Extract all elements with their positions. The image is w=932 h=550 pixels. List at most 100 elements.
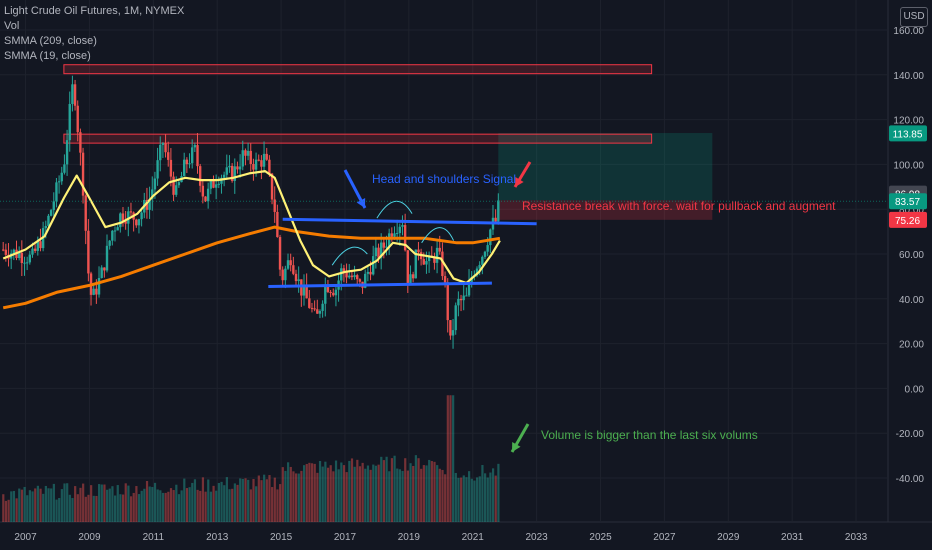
- volume-bar: [374, 465, 378, 522]
- volume-bar: [441, 469, 444, 522]
- candle-body: [438, 247, 441, 252]
- candle-body: [20, 252, 24, 263]
- volume-bar: [201, 477, 205, 522]
- candle-body: [425, 261, 428, 265]
- candle-body: [81, 152, 85, 196]
- candle-body: [246, 150, 250, 156]
- volume-bar: [60, 489, 63, 522]
- candle-body: [385, 246, 388, 248]
- volume-bar: [145, 480, 149, 522]
- smma-19-line: [2, 170, 501, 285]
- volume-bar: [209, 491, 213, 522]
- volume-bar: [108, 488, 111, 522]
- volume-bar: [217, 483, 221, 522]
- volume-bar: [239, 478, 242, 522]
- volume-bar: [473, 480, 476, 522]
- candle-body: [4, 249, 8, 255]
- x-tick-label: 2013: [206, 532, 229, 543]
- candle-body: [111, 230, 114, 241]
- left-shoulder-arc: [331, 246, 368, 266]
- volume-bar: [34, 488, 37, 522]
- candle-body: [414, 249, 417, 279]
- volume-bar: [119, 494, 122, 522]
- candle-body: [105, 245, 109, 271]
- indicator-smma-19[interactable]: SMMA (19, close): [4, 50, 91, 62]
- candle-body: [427, 255, 431, 262]
- y-tick-label: 140.00: [893, 71, 924, 82]
- candle-body: [310, 307, 314, 309]
- volume-bar: [140, 490, 143, 522]
- volume-bar: [183, 478, 186, 522]
- candle-body: [92, 288, 95, 295]
- volume-bar: [268, 475, 271, 522]
- volume-bar: [71, 498, 74, 522]
- volume-bar: [422, 465, 425, 522]
- neckline-upper: [282, 217, 537, 226]
- candle-body: [332, 292, 335, 296]
- candle-body: [39, 241, 42, 249]
- symbol-title[interactable]: Light Crude Oil Futures, 1M, NYMEX: [4, 5, 185, 17]
- candle-body: [289, 260, 292, 266]
- candle-body: [374, 247, 378, 257]
- volume-bar: [132, 492, 135, 522]
- volume-bar: [167, 491, 170, 522]
- x-tick-label: 2011: [143, 532, 165, 543]
- candle-body: [494, 217, 497, 222]
- candle-body: [68, 103, 71, 141]
- y-tick-label: 20.00: [899, 340, 924, 351]
- y-tick-label: 160.00: [893, 26, 924, 37]
- volume-bar: [332, 471, 335, 522]
- candle-body: [31, 248, 34, 255]
- candle-body: [342, 268, 346, 272]
- volume-bar: [247, 479, 250, 522]
- candle-body: [340, 268, 343, 281]
- volume-bar: [449, 395, 452, 522]
- volume-bar: [153, 482, 157, 522]
- volume-bar: [185, 488, 189, 522]
- price-label-box: [889, 193, 927, 210]
- candle-body: [366, 271, 370, 274]
- candle-body: [417, 249, 420, 253]
- candle-body: [44, 226, 47, 229]
- volume-bar: [36, 485, 39, 522]
- y-tick-label: 40.00: [899, 295, 924, 306]
- volume-bar: [321, 466, 324, 522]
- candle-body: [153, 178, 157, 190]
- volume-bar: [68, 494, 71, 522]
- indicator-volume[interactable]: Vol: [4, 20, 20, 32]
- volume-bar: [113, 495, 117, 522]
- volume-bar: [196, 489, 199, 522]
- x-tick-label: 2007: [14, 532, 37, 543]
- volume-bar: [462, 475, 465, 522]
- indicator-smma-209[interactable]: SMMA (209, close): [4, 35, 97, 47]
- volume-bar: [295, 473, 298, 522]
- currency-button[interactable]: USD: [900, 7, 928, 27]
- candle-body: [87, 230, 90, 274]
- volume-bar: [58, 498, 61, 522]
- candle-body: [406, 250, 409, 283]
- candle-body: [209, 180, 213, 189]
- volume-bar: [358, 466, 362, 522]
- volume-bar: [342, 465, 346, 522]
- volume-bar: [148, 486, 151, 522]
- volume-bar: [28, 490, 32, 522]
- volume-bar: [193, 479, 197, 522]
- volume-bar: [169, 488, 173, 522]
- x-tick-label: 2023: [526, 532, 549, 543]
- volume-bar: [361, 462, 364, 522]
- candle-body: [148, 198, 151, 210]
- volume-bar: [430, 461, 433, 522]
- candle-body: [161, 143, 165, 145]
- volume-bar: [172, 490, 175, 522]
- candle-body: [145, 199, 149, 210]
- candle-body: [262, 153, 266, 167]
- y-tick-label: 0.00: [905, 384, 925, 395]
- resistance-zone: [63, 133, 653, 144]
- x-tick-label: 2009: [78, 532, 101, 543]
- volume-bar: [297, 473, 300, 522]
- volume-bar: [276, 489, 279, 522]
- candle-body: [276, 211, 279, 238]
- volume-bar: [204, 491, 207, 522]
